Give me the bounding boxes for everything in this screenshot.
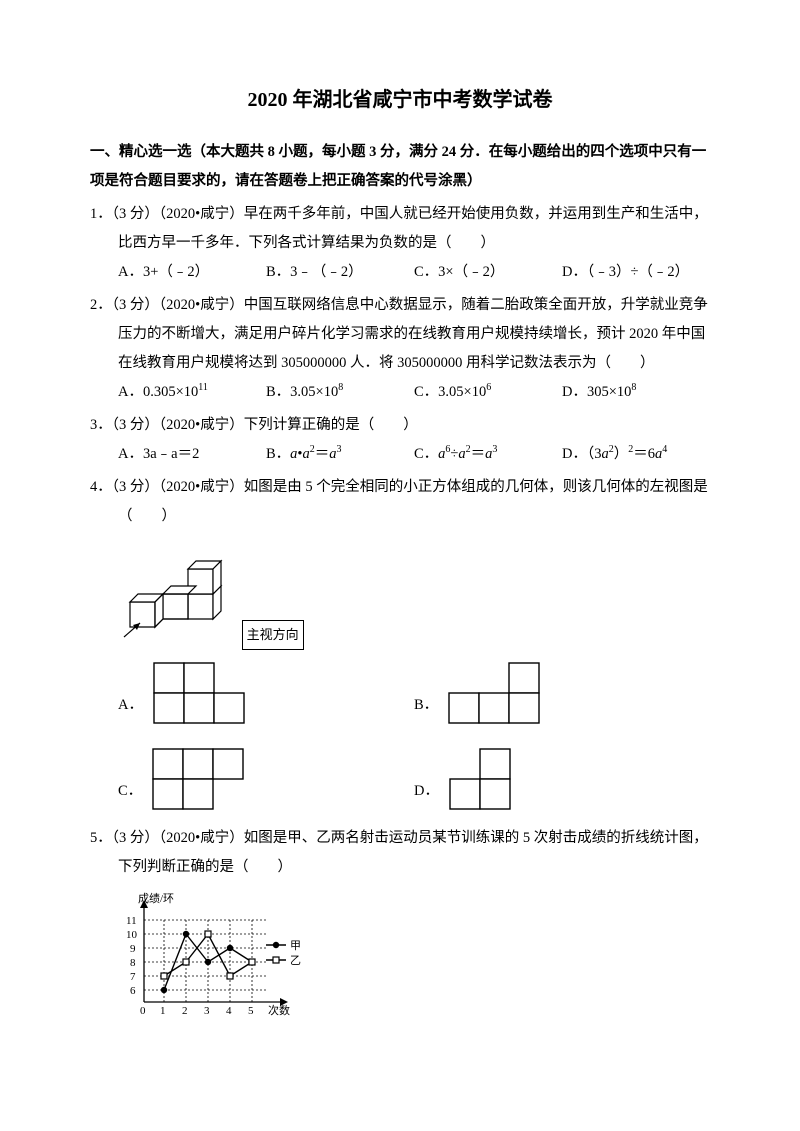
svg-text:3: 3 — [204, 1005, 210, 1017]
svg-text:0: 0 — [140, 1005, 146, 1017]
q5-stem: 5．（3 分）（2020•咸宁）如图是甲、乙两名射击运动员某节训练课的 5 次射… — [90, 824, 710, 882]
q1-opt-c: C．3×（﹣2） — [414, 258, 562, 287]
svg-text:7: 7 — [130, 971, 136, 983]
page-title: 2020 年湖北省咸宁市中考数学试卷 — [90, 80, 710, 120]
question-5: 5．（3 分）（2020•咸宁）如图是甲、乙两名射击运动员某节训练课的 5 次射… — [90, 824, 710, 1031]
q1-stem: 1．（3 分）（2020•咸宁）早在两千多年前，中国人就已经开始使用负数，并运用… — [90, 200, 710, 258]
svg-text:5: 5 — [248, 1005, 254, 1017]
svg-text:11: 11 — [126, 915, 137, 927]
q4-opt-a-figure — [153, 662, 249, 726]
q2-stem: 2．（3 分）（2020•咸宁）中国互联网络信息中心数据显示，随着二胎政策全面开… — [90, 291, 710, 378]
question-2: 2．（3 分）（2020•咸宁）中国互联网络信息中心数据显示，随着二胎政策全面开… — [90, 291, 710, 407]
q4-opt-c-figure — [152, 748, 248, 812]
q3-opt-c: C．a6÷a2＝a3 — [414, 440, 562, 469]
q3-opt-d: D．（3a2）2＝6a4 — [562, 440, 710, 469]
q2-opt-d: D．305×108 — [562, 378, 710, 407]
q4-opt-a-label: A． — [118, 691, 143, 726]
svg-text:6: 6 — [130, 985, 136, 997]
q4-opt-d-figure — [449, 748, 515, 812]
q3-opt-a: A．3a﹣a＝2 — [118, 440, 266, 469]
q4-solid-figure — [118, 539, 238, 639]
q2-opt-c: C．3.05×106 — [414, 378, 562, 407]
q5-xlabel: 次数 — [268, 1003, 290, 1017]
q4-opt-b-figure — [448, 662, 544, 726]
q3-stem: 3．（3 分）（2020•咸宁）下列计算正确的是（ ） — [90, 411, 710, 440]
question-3: 3．（3 分）（2020•咸宁）下列计算正确的是（ ） A．3a﹣a＝2 B．a… — [90, 411, 710, 469]
svg-text:2: 2 — [182, 1005, 188, 1017]
q5-legend-jia: 甲 — [290, 940, 301, 952]
question-4: 4．（3 分）（2020•咸宁）如图是由 5 个完全相同的小正方体组成的几何体，… — [90, 473, 710, 812]
q2-opt-b: B．3.05×108 — [266, 378, 414, 407]
q1-opt-d: D．（﹣3）÷（﹣2） — [562, 258, 710, 287]
svg-text:1: 1 — [160, 1005, 166, 1017]
q4-opt-d-label: D． — [414, 777, 439, 812]
q2-opt-a: A．0.305×1011 — [118, 378, 266, 407]
question-1: 1．（3 分）（2020•咸宁）早在两千多年前，中国人就已经开始使用负数，并运用… — [90, 200, 710, 287]
svg-text:10: 10 — [126, 929, 138, 941]
q4-opt-c-label: C． — [118, 777, 142, 812]
svg-text:9: 9 — [130, 943, 136, 955]
q1-opt-b: B．3﹣（﹣2） — [266, 258, 414, 287]
q5-line-chart: 成绩/环 6 7 8 9 10 — [118, 890, 318, 1020]
q4-stem: 4．（3 分）（2020•咸宁）如图是由 5 个完全相同的小正方体组成的几何体，… — [90, 473, 710, 531]
svg-text:8: 8 — [130, 957, 136, 969]
q5-legend-yi: 乙 — [290, 954, 301, 967]
q1-opt-a: A．3+（﹣2） — [118, 258, 266, 287]
q4-opt-b-label: B． — [414, 691, 438, 726]
section-1-head: 一、精心选一选（本大题共 8 小题，每小题 3 分，满分 24 分．在每小题给出… — [90, 138, 710, 196]
q3-opt-b: B．a•a2＝a3 — [266, 440, 414, 469]
q4-view-label: 主视方向 — [242, 620, 304, 650]
svg-text:4: 4 — [226, 1005, 232, 1017]
